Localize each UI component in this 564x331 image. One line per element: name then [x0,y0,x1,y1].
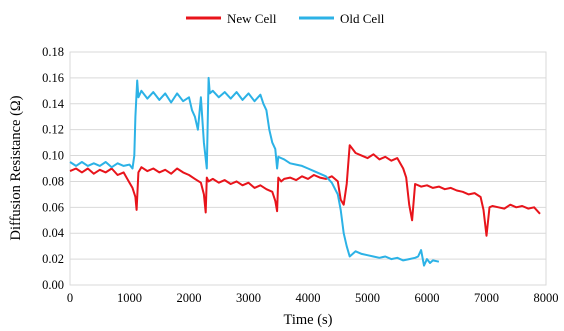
legend: New Cell Old Cell [186,11,385,26]
x-axis-ticks: 0 1000 2000 3000 4000 5000 6000 7000 8000 [67,291,559,305]
y-tick-label: 0.08 [42,174,64,188]
y-tick-label: 0.16 [42,71,64,85]
y-axis-title: Diffusion Resistance (Ω) [8,95,24,240]
x-tick-label: 4000 [296,291,321,305]
x-tick-label: 1000 [117,291,142,305]
x-tick-label: 7000 [474,291,499,305]
y-axis-ticks: 0.00 0.02 0.04 0.06 0.08 0.10 0.12 0.14 0.16 0.18 [42,45,65,292]
x-axis-title: Time (s) [283,312,332,328]
y-tick-label: 0.06 [42,200,64,214]
legend-label-old-cell: Old Cell [340,11,385,26]
y-tick-label: 0.14 [42,97,65,111]
series-lines [69,76,541,267]
series-line-old-cell [69,76,440,267]
y-tick-label: 0.18 [42,45,64,59]
y-tick-label: 0.10 [42,149,64,163]
y-tick-label: 0.12 [42,123,64,137]
y-tick-label: 0.04 [42,226,65,240]
x-tick-label: 5000 [355,291,380,305]
x-tick-label: 3000 [236,291,261,305]
x-tick-label: 2000 [177,291,202,305]
y-tick-label: 0.02 [42,252,64,266]
y-tick-label: 0.00 [42,278,64,292]
x-tick-label: 6000 [415,291,440,305]
x-tick-label: 0 [67,291,73,305]
legend-label-new-cell: New Cell [227,11,277,26]
x-tick-label: 8000 [534,291,559,305]
series-line-new-cell [69,144,541,237]
plot-area-frame [69,51,547,286]
